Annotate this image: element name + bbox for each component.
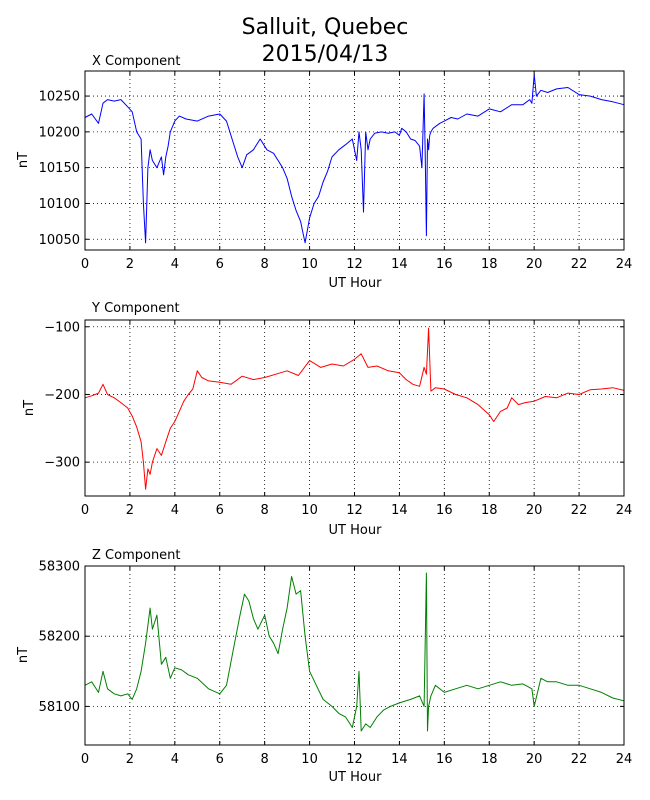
z-component-xtick-label: 4: [171, 752, 179, 767]
z-component-xtick-label: 0: [81, 752, 89, 767]
y-component-xtick-label: 12: [346, 503, 363, 518]
x-component-xtick-label: 20: [526, 257, 543, 272]
z-component-panel: Z Component UT Hour nT 0 2 4 6 8 10 12 14 16 18 20…: [16, 548, 632, 785]
y-component-xlabel: UT Hour: [329, 523, 383, 538]
x-component-ytick-label: 10250: [39, 90, 80, 105]
x-component-ytick-label: 10200: [39, 125, 80, 140]
figure-title-line1: Salluit, Quebec: [242, 15, 409, 40]
x-component-xtick-label: 18: [481, 257, 498, 272]
x-component-ytick-label: 10150: [39, 161, 80, 176]
figure-title-line2: 2015/04/13: [262, 42, 389, 67]
y-component-plot: 0 2 4 6 8 10 12 14 16 18 20 22 24−300−200−100: [44, 319, 633, 518]
y-component-xtick-label: 18: [481, 503, 498, 518]
y-component-xtick-label: 20: [526, 503, 543, 518]
z-component-ylabel: nT: [16, 647, 31, 663]
y-component-xtick-label: 8: [261, 503, 269, 518]
z-component-xtick-label: 12: [346, 752, 363, 767]
y-component-xtick-label: 24: [616, 503, 633, 518]
y-component-xtick-label: 22: [571, 503, 588, 518]
y-component-xtick-label: 2: [126, 503, 134, 518]
z-component-xtick-label: 10: [301, 752, 318, 767]
x-component-xtick-label: 24: [616, 257, 633, 272]
z-component-xtick-label: 22: [571, 752, 588, 767]
y-component-xtick-label: 4: [171, 503, 179, 518]
z-component-xtick-label: 14: [391, 752, 408, 767]
y-component-ytick-label: −100: [44, 320, 80, 335]
z-component-xtick-label: 2: [126, 752, 134, 767]
y-component-ytick-label: −200: [44, 388, 80, 403]
y-component-ylabel: nT: [22, 400, 37, 416]
y-component-ytick-label: −300: [44, 456, 80, 471]
y-component-data-line: [84, 327, 625, 490]
x-component-xtick-label: 22: [571, 257, 588, 272]
y-component-xtick-label: 0: [81, 503, 89, 518]
x-component-xtick-label: 6: [216, 257, 224, 272]
x-component-xlabel: UT Hour: [329, 276, 383, 291]
z-component-xlabel: UT Hour: [329, 770, 383, 785]
y-component-panel: Y Component UT Hour nT 0 2 4 6 8 10 12 14 16 18 20…: [22, 301, 632, 538]
x-component-xtick-label: 4: [171, 257, 179, 272]
y-component-xtick-label: 6: [216, 503, 224, 518]
x-component-xtick-label: 2: [126, 257, 134, 272]
x-component-ytick-label: 10050: [39, 233, 80, 248]
x-component-ytick-label: 10100: [39, 197, 80, 212]
z-component-xtick-label: 20: [526, 752, 543, 767]
z-component-xtick-label: 6: [216, 752, 224, 767]
z-component-ytick-label: 58300: [39, 560, 80, 575]
x-component-xtick-label: 0: [81, 257, 89, 272]
y-component-title: Y Component: [91, 301, 180, 316]
x-component-data-line: [84, 74, 625, 244]
y-component-xtick-label: 14: [391, 503, 408, 518]
z-component-title: Z Component: [92, 548, 181, 563]
z-component-ytick-label: 58100: [39, 700, 80, 715]
z-component-ytick-label: 58200: [39, 630, 80, 645]
x-component-plot: 0 2 4 6 8 10 12 14 16 18 20 22 241005010100101501020…: [39, 70, 633, 272]
y-component-xtick-label: 10: [301, 503, 318, 518]
z-component-xtick-label: 8: [261, 752, 269, 767]
x-component-xtick-label: 14: [391, 257, 408, 272]
x-component-ylabel: nT: [16, 152, 31, 168]
x-component-xtick-label: 16: [436, 257, 453, 272]
x-component-xtick-label: 8: [261, 257, 269, 272]
x-component-title: X Component: [92, 54, 181, 69]
y-component-xtick-label: 16: [436, 503, 453, 518]
x-component-xtick-label: 10: [301, 257, 318, 272]
z-component-xtick-label: 18: [481, 752, 498, 767]
z-component-xtick-label: 16: [436, 752, 453, 767]
x-component-xtick-label: 12: [346, 257, 363, 272]
z-component-data-line: [84, 572, 625, 732]
x-component-panel: X Component UT Hour nT 0 2 4 6 8 10 12 14 16 18 20…: [16, 54, 632, 291]
z-component-xtick-label: 24: [616, 752, 633, 767]
